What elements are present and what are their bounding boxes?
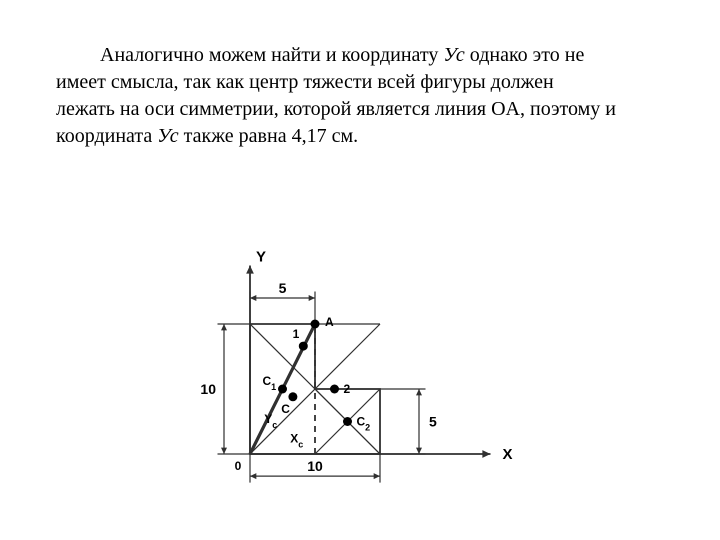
svg-text:A: A: [325, 315, 334, 329]
page: Аналогично можем найти и координату Ус о…: [0, 0, 720, 540]
body-paragraph: Аналогично можем найти и координату Ус о…: [56, 42, 616, 150]
diagram-svg: XY1055100A1C1C2C2XcYc: [170, 224, 550, 514]
var-yc: Ус: [443, 44, 464, 66]
svg-text:10: 10: [200, 381, 216, 397]
svg-text:C1: C1: [263, 374, 277, 392]
svg-text:2: 2: [344, 382, 351, 396]
text-run: также равна 4,17 см.: [179, 125, 358, 147]
svg-text:5: 5: [279, 280, 287, 296]
svg-text:C: C: [281, 402, 290, 416]
svg-text:5: 5: [429, 414, 437, 430]
svg-text:1: 1: [293, 327, 300, 341]
svg-text:Yc: Yc: [264, 412, 277, 430]
svg-text:C2: C2: [357, 415, 371, 433]
var-yc: Ус: [157, 125, 178, 147]
svg-text:Y: Y: [256, 249, 266, 266]
text-run: Аналогично можем найти и координату: [100, 44, 443, 66]
centroid-diagram: XY1055100A1C1C2C2XcYc: [170, 224, 550, 514]
svg-text:10: 10: [307, 458, 323, 474]
svg-text:Xc: Xc: [290, 431, 303, 449]
svg-text:0: 0: [235, 459, 242, 473]
svg-text:X: X: [503, 446, 513, 463]
